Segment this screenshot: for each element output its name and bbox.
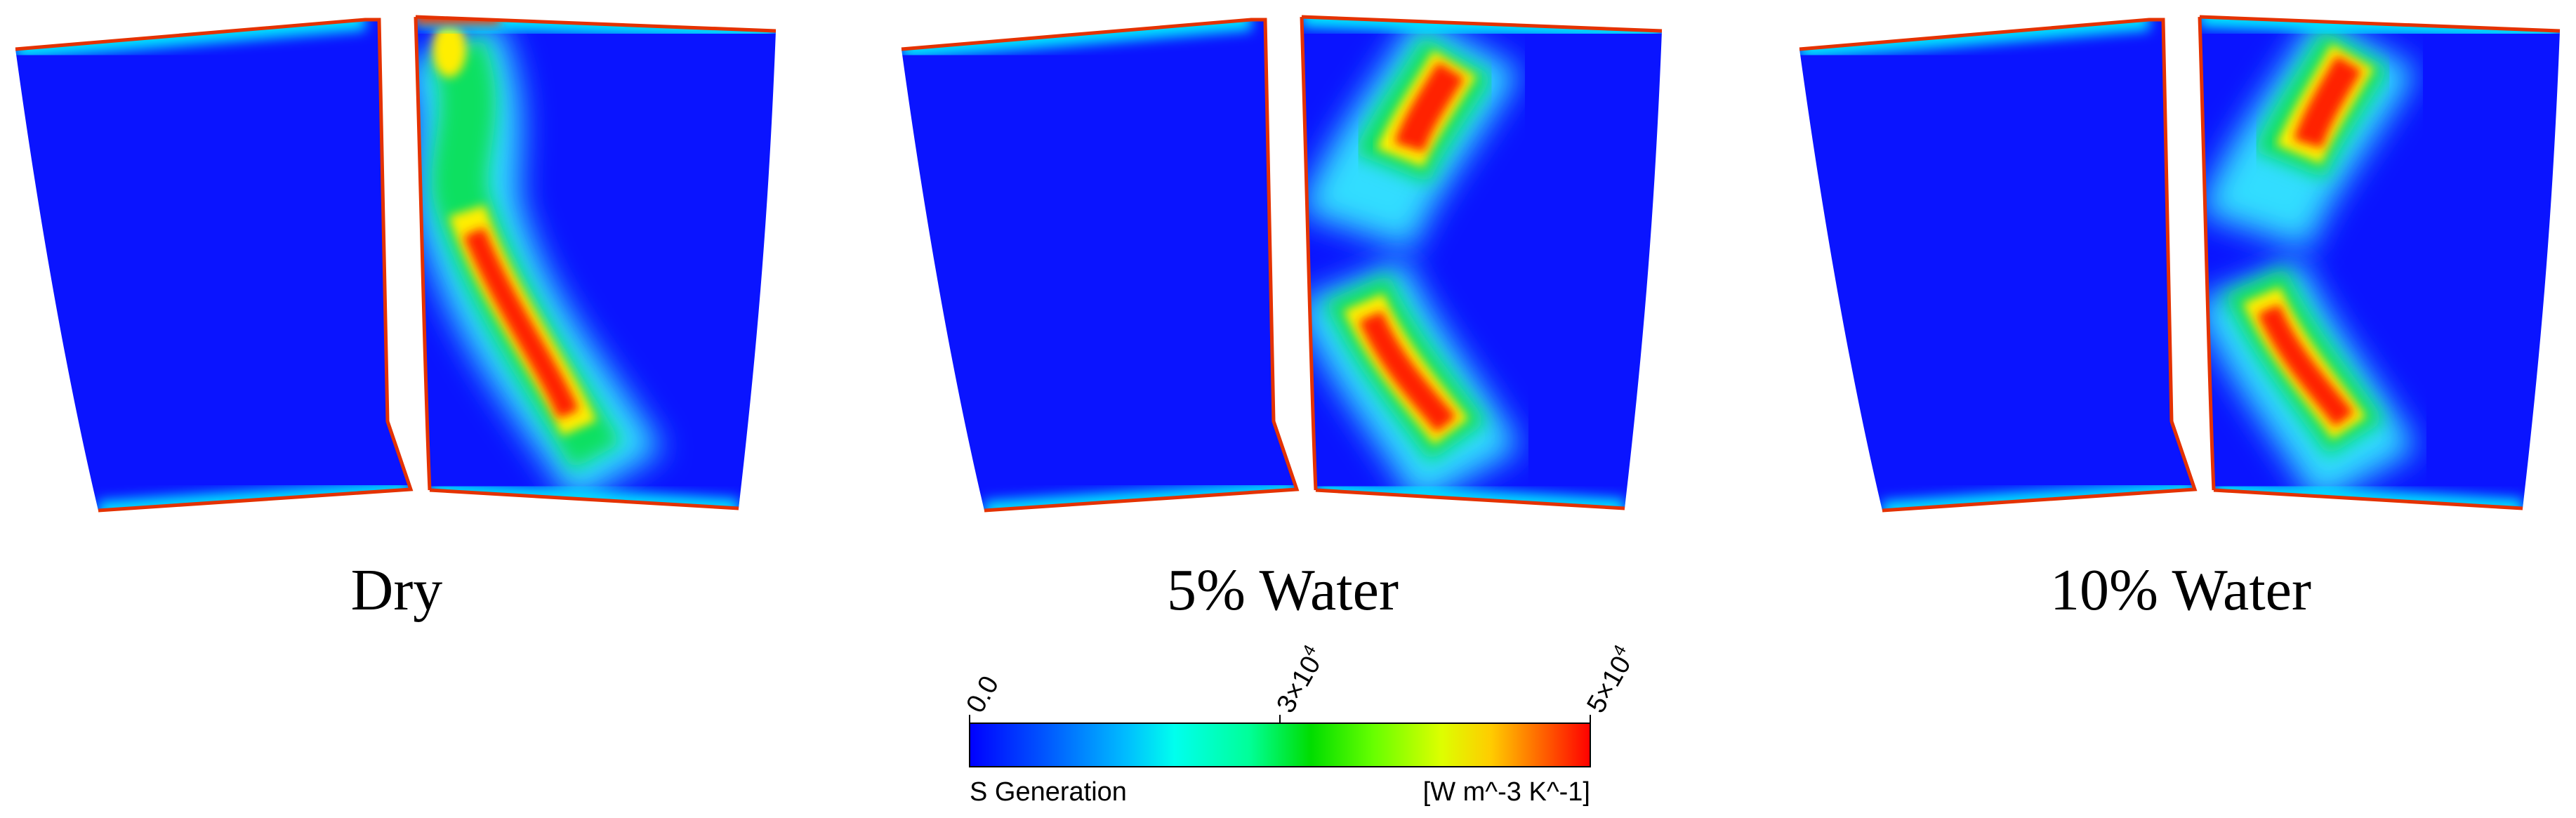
outlet-passage xyxy=(1302,17,1662,508)
colorbar-gradient xyxy=(969,723,1591,767)
colorbar-tick-label: 5×104 xyxy=(1579,642,1642,718)
outlet-wall xyxy=(414,15,777,510)
colorbar-tick-label: 3×104 xyxy=(1269,642,1331,718)
inlet-passage xyxy=(1799,20,2195,510)
panel-10-water: 10% Water xyxy=(1799,15,2561,623)
inlet-wall xyxy=(1799,18,2198,513)
panel-5-water: 5% Water xyxy=(901,15,1663,623)
inlet-wall xyxy=(15,18,414,513)
panel-label: 5% Water xyxy=(1167,558,1399,623)
outlet-passage xyxy=(416,17,776,508)
colorbar: 0.0 3×104 5×104 S Generation [W m^-3 K^-… xyxy=(960,642,1642,807)
inlet-wall xyxy=(901,18,1300,513)
panel-dry: Dry xyxy=(15,15,777,623)
colorbar-units: [W m^-3 K^-1] xyxy=(1423,777,1590,807)
outlet-passage xyxy=(2200,17,2560,508)
inlet-passage xyxy=(15,20,411,510)
colorbar-tick-label: 0.0 xyxy=(960,671,1005,718)
colorbar-title: S Generation xyxy=(970,777,1127,807)
panel-label: Dry xyxy=(351,558,443,623)
inlet-passage xyxy=(901,20,1297,510)
outlet-wall xyxy=(2198,15,2561,510)
outlet-wall xyxy=(1300,15,1663,510)
panel-label: 10% Water xyxy=(2050,558,2311,623)
